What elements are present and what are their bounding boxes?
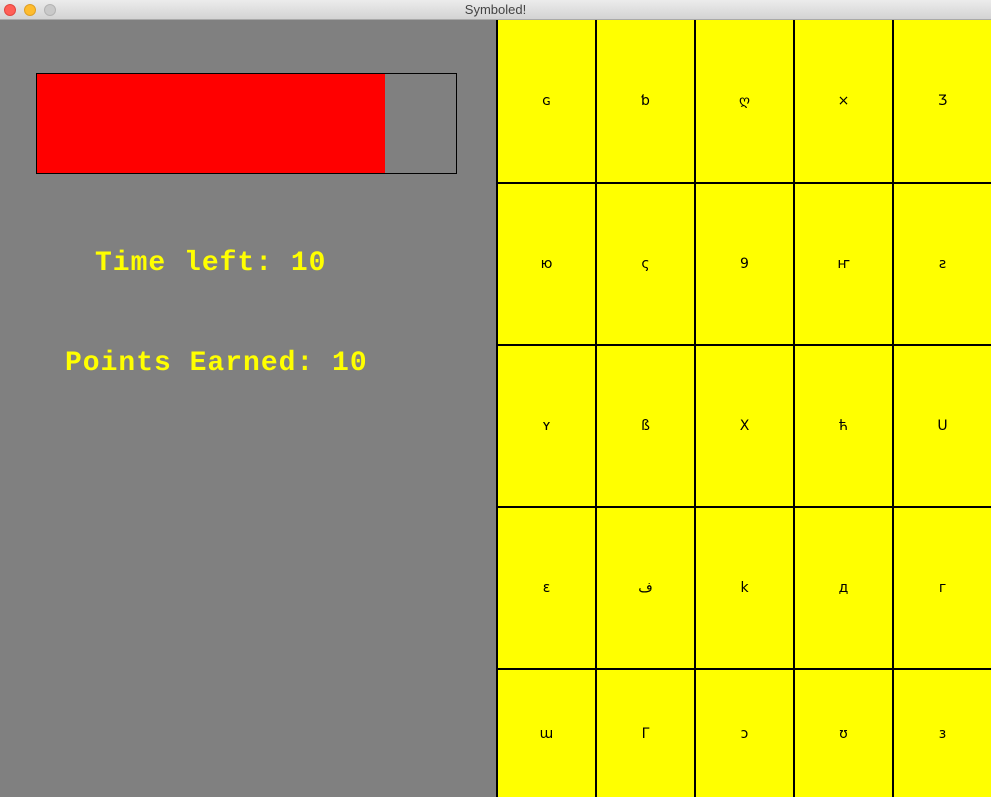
symbol-cell[interactable]: Ʒ xyxy=(894,20,991,182)
symbol-cell[interactable]: ʏ xyxy=(498,346,595,506)
zoom-button[interactable] xyxy=(44,3,56,16)
symbol-cell[interactable]: ε xyxy=(498,508,595,668)
symbol-cell[interactable]: ю xyxy=(498,184,595,344)
symbol-cell[interactable]: з xyxy=(894,670,991,797)
timer-bar-fill xyxy=(37,74,385,173)
symbol-cell[interactable]: X xyxy=(696,346,793,506)
symbol-cell[interactable]: ҥ xyxy=(795,184,892,344)
status-panel: Time left: 10 Points Earned: 10 xyxy=(0,20,496,797)
symbol-cell[interactable]: ß xyxy=(597,346,694,506)
symbol-cell[interactable]: ς xyxy=(597,184,694,344)
symbol-cell[interactable]: ʊ xyxy=(795,670,892,797)
symbol-cell[interactable]: ღ xyxy=(696,20,793,182)
symbol-cell[interactable]: ћ xyxy=(795,346,892,506)
symbol-cell[interactable]: ɢ xyxy=(498,20,595,182)
symbol-cell[interactable]: ƅ xyxy=(597,20,694,182)
window-title: Symboled! xyxy=(464,2,527,17)
symbol-cell[interactable]: 9 xyxy=(696,184,793,344)
timer-bar xyxy=(36,73,457,174)
symbol-cell[interactable]: U xyxy=(894,346,991,506)
points-earned-label: Points Earned: 10 xyxy=(65,348,368,379)
time-left-label: Time left: 10 xyxy=(95,248,327,279)
window-titlebar[interactable]: Symboled! xyxy=(0,0,991,20)
symbol-cell[interactable]: д xyxy=(795,508,892,668)
minimize-button[interactable] xyxy=(24,3,36,16)
symbol-cell[interactable]: × xyxy=(795,20,892,182)
symbol-cell[interactable]: k xyxy=(696,508,793,668)
close-button[interactable] xyxy=(4,3,16,16)
symbol-cell[interactable]: г xyxy=(894,508,991,668)
symbol-cell[interactable]: ف xyxy=(597,508,694,668)
symbol-cell[interactable]: ա xyxy=(498,670,595,797)
symbol-cell[interactable]: ɔ xyxy=(696,670,793,797)
traffic-lights xyxy=(4,3,56,16)
symbol-cell[interactable]: ƨ xyxy=(894,184,991,344)
symbol-cell[interactable]: Γ xyxy=(597,670,694,797)
